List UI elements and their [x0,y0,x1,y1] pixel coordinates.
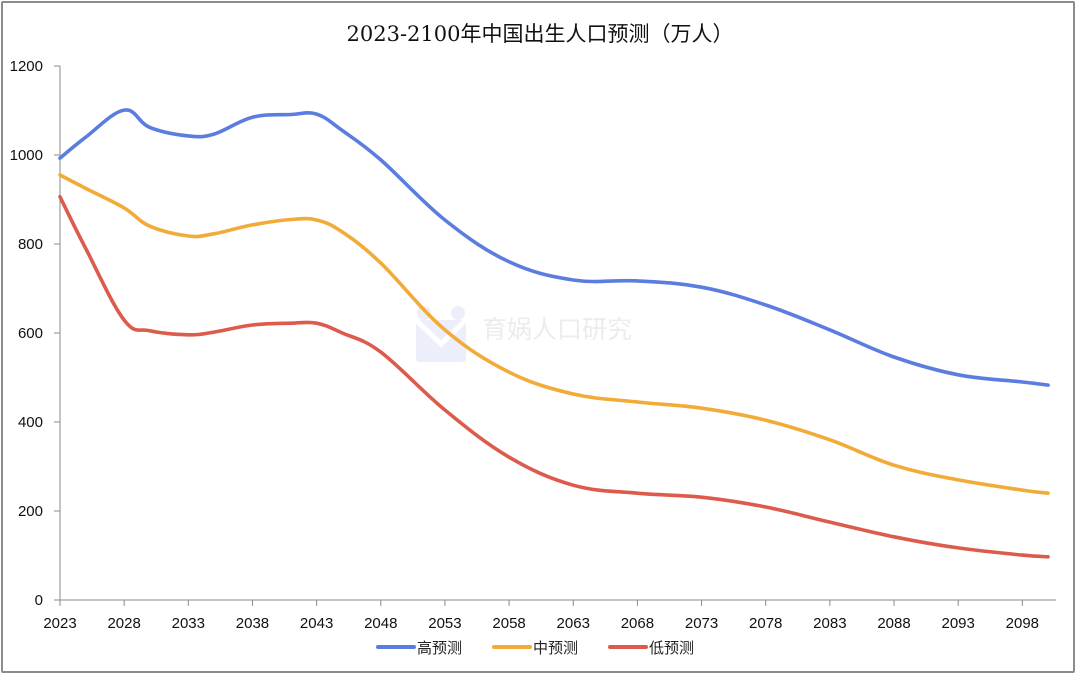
mid-forecast-line [58,173,1050,495]
x-tick-label: 2038 [236,615,269,632]
x-tick-label: 2093 [941,615,974,632]
x-tick-label: 2063 [557,615,590,632]
x-tick-label: 2033 [172,615,205,632]
x-tick-label: 2053 [428,615,461,632]
x-tick-label: 2048 [364,615,397,632]
x-tick-label: 2043 [300,615,333,632]
yuwa-logo-icon [414,306,468,362]
x-tick-label: 2088 [877,615,910,632]
y-tick-label: 0 [35,592,43,609]
y-tick-label: 600 [18,325,43,342]
legend: 高预测 中预测 低预测 [376,639,694,657]
high-forecast-line [58,108,1050,387]
y-tick-label: 400 [18,414,43,431]
legend-label: 中预测 [533,639,578,657]
x-tick-label: 2068 [621,615,654,632]
watermark: 育娲人口研究 [414,306,632,362]
legend-item-low: 低预测 [608,639,694,657]
watermark-text: 育娲人口研究 [482,315,632,344]
legend-label: 高预测 [417,639,462,657]
series-lines [58,108,1050,559]
chart-title: 2023-2100年中国出生人口预测（万人） [347,22,734,46]
x-tick-label: 2098 [1006,615,1039,632]
x-tick-label: 2073 [685,615,718,632]
legend-label: 低预测 [649,639,694,657]
legend-item-mid: 中预测 [492,639,578,657]
y-tick-label: 1000 [10,147,43,164]
x-tick-label: 2023 [43,615,76,632]
x-tick-label: 2083 [813,615,846,632]
y-tick-label: 800 [18,236,43,253]
low-forecast-line [58,195,1050,559]
y-tick-label: 200 [18,503,43,520]
x-tick-label: 2078 [749,615,782,632]
x-tick-label: 2058 [492,615,525,632]
axes: 0 200 400 600 800 1000 1200 2023 2028 2033 2038 204… [10,58,1056,632]
legend-item-high: 高预测 [376,639,462,657]
y-tick-label: 1200 [10,58,43,75]
x-tick-label: 2028 [107,615,140,632]
